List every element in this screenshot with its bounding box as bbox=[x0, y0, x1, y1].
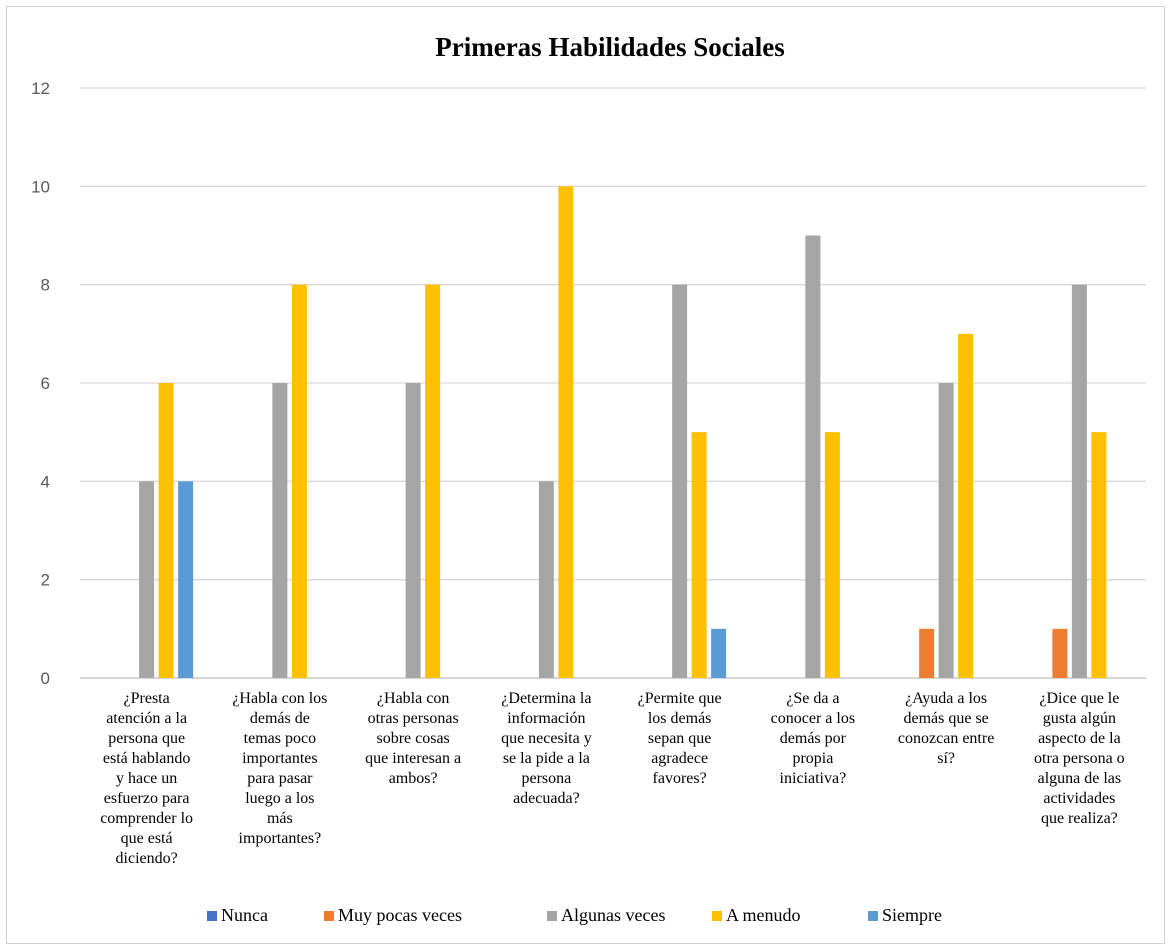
legend-swatch bbox=[207, 911, 217, 921]
bar-a-menudo bbox=[158, 383, 174, 678]
y-axis: 0 2 4 6 8 10 12 bbox=[31, 79, 50, 688]
legend-item: A menudo bbox=[712, 905, 801, 925]
x-tick-label: ¿Ayuda a los demás que se conozcan entre sí… bbox=[898, 690, 994, 767]
y-tick-label: 2 bbox=[41, 571, 50, 590]
legend-swatch bbox=[324, 911, 334, 921]
bar-a-menudo bbox=[425, 284, 441, 678]
bar-a-menudo bbox=[824, 432, 840, 678]
legend-item: Algunas veces bbox=[547, 905, 665, 925]
gridlines bbox=[80, 87, 1146, 679]
legend-label: Algunas veces bbox=[561, 905, 665, 925]
bar-muy-pocas-veces bbox=[919, 628, 935, 678]
x-tick-label: ¿Habla con los demás de temas poco importan… bbox=[232, 690, 327, 847]
bars bbox=[139, 186, 1107, 679]
y-tick-label: 4 bbox=[41, 472, 50, 491]
legend: Nunca Muy pocas veces Algunas veces A menud… bbox=[207, 905, 942, 925]
bar-a-menudo bbox=[1091, 432, 1107, 678]
y-tick-label: 10 bbox=[31, 177, 50, 196]
legend-item: Muy pocas veces bbox=[324, 905, 462, 925]
bar-a-menudo bbox=[291, 284, 307, 678]
x-axis: ¿Presta atención a la persona que está habl… bbox=[100, 690, 1125, 867]
bar-algunas-veces bbox=[1071, 284, 1087, 678]
legend-swatch bbox=[868, 911, 878, 921]
bar-a-menudo bbox=[958, 333, 974, 678]
legend-item: Nunca bbox=[207, 905, 268, 925]
legend-label: Muy pocas veces bbox=[338, 905, 462, 925]
y-tick-label: 0 bbox=[41, 669, 50, 688]
x-tick-label: ¿Dice que le gusta algún aspecto de la otra… bbox=[1034, 690, 1125, 827]
x-tick-label: ¿Presta atención a la persona que está habl… bbox=[100, 690, 193, 867]
bar-a-menudo bbox=[558, 186, 574, 679]
y-tick-label: 8 bbox=[41, 276, 50, 295]
bar-algunas-veces bbox=[938, 383, 954, 678]
legend-swatch bbox=[712, 911, 722, 921]
x-tick-label: ¿Permite que los demás sepan que agradece fa… bbox=[638, 690, 722, 787]
y-tick-label: 6 bbox=[41, 374, 50, 393]
bar-a-menudo bbox=[691, 432, 707, 678]
bar-algunas-veces bbox=[405, 383, 421, 678]
bar-algunas-veces bbox=[672, 284, 688, 678]
bar-algunas-veces bbox=[139, 481, 155, 678]
bar-algunas-veces bbox=[272, 383, 288, 678]
bar-siempre bbox=[178, 481, 194, 678]
bar-algunas-veces bbox=[538, 481, 554, 678]
y-tick-label: 12 bbox=[31, 79, 50, 98]
x-tick-label: ¿Habla con otras personas sobre cosas que i… bbox=[365, 690, 461, 787]
x-tick-label: ¿Se da a conocer a los demás por propia inic… bbox=[771, 690, 855, 787]
chart-title: Primeras Habilidades Sociales bbox=[435, 32, 784, 62]
bar-muy-pocas-veces bbox=[1052, 628, 1068, 678]
x-tick-label: ¿Determina la información que necesita y se… bbox=[501, 690, 592, 807]
legend-label: Nunca bbox=[221, 905, 268, 925]
legend-label: A menudo bbox=[726, 905, 801, 925]
legend-item: Siempre bbox=[868, 905, 942, 925]
bar-siempre bbox=[711, 628, 727, 678]
bar-algunas-veces bbox=[805, 235, 821, 678]
legend-label: Siempre bbox=[882, 905, 942, 925]
legend-swatch bbox=[547, 911, 557, 921]
